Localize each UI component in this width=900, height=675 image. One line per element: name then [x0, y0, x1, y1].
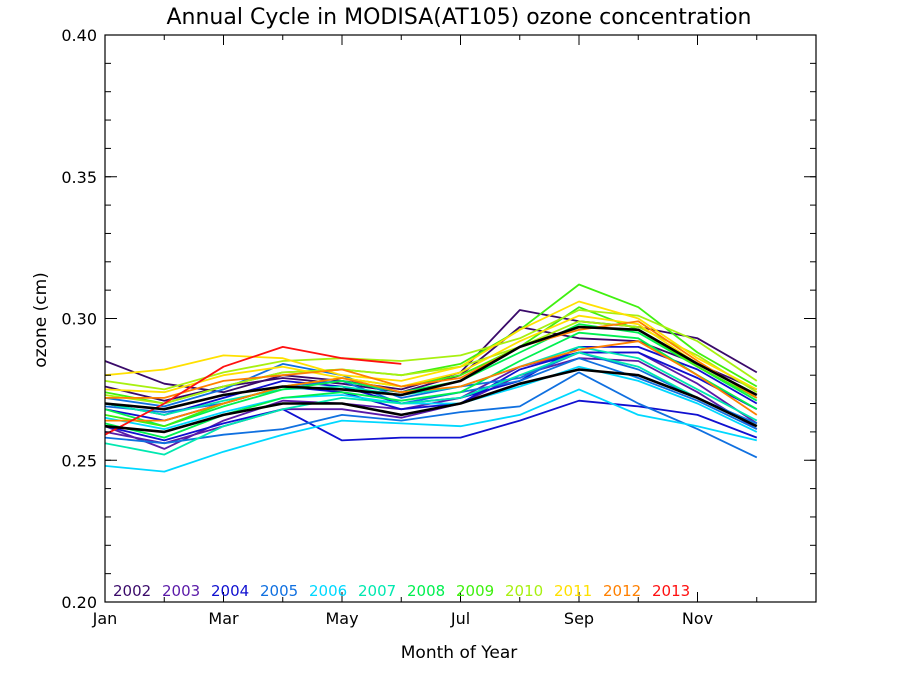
legend-entry-2009: 2009	[456, 582, 494, 600]
x-tick-label-Sep: Sep	[564, 609, 594, 628]
series-line-2012-23	[105, 340, 758, 422]
series-line-2003-3	[104, 357, 758, 445]
y-tick-label-0.20: 0.20	[61, 593, 97, 612]
series-line-mean-25	[104, 325, 758, 411]
series-line-2012-22	[105, 320, 758, 399]
y-tick-label-0.35: 0.35	[61, 168, 97, 187]
legend-entry-2007: 2007	[358, 582, 396, 600]
legend-entry-2012: 2012	[603, 582, 641, 600]
legend-entry-2010: 2010	[505, 582, 543, 600]
plot-frame	[104, 34, 817, 603]
series-line-2005-9	[104, 351, 758, 425]
legend-entry-2006: 2006	[309, 582, 347, 600]
legend: 2002 2003 2004 2005 2006 2007 2008 2009 2010 2011…	[113, 582, 690, 600]
legend-entry-2008: 2008	[407, 582, 445, 600]
x-tick-label-Jan: Jan	[92, 609, 118, 628]
legend-entry-2004: 2004	[211, 582, 249, 600]
y-tick-label-0.25: 0.25	[61, 451, 97, 470]
x-tick-label-Nov: Nov	[682, 609, 713, 628]
series-lines	[104, 283, 758, 473]
series-line-2006-10	[104, 388, 758, 473]
series-line-2007-13	[104, 346, 758, 422]
series-line-mean-26	[104, 368, 758, 434]
series-line-2008-15	[104, 323, 758, 428]
axis-ticks: Jan Mar May Jul Sep Nov 0.20 0.25 0.30 0.35 0.40	[61, 26, 816, 628]
y-axis-label: ozone (cm)	[31, 272, 51, 368]
x-tick-label-May: May	[325, 609, 358, 628]
series-line-2005-8	[104, 357, 758, 430]
series-line-2011-20	[104, 300, 758, 391]
series-line-2010-18	[104, 309, 758, 391]
y-tick-label-0.30: 0.30	[61, 310, 97, 329]
x-tick-label-Mar: Mar	[208, 609, 239, 628]
y-tick-label-0.40: 0.40	[61, 26, 97, 45]
legend-entry-2013: 2013	[652, 582, 690, 600]
x-tick-label-Jul: Jul	[450, 609, 470, 628]
series-line-2006-11	[104, 365, 758, 433]
legend-entry-2011: 2011	[554, 582, 592, 600]
series-line-2011-21	[104, 314, 758, 396]
series-line-2007-12	[104, 351, 758, 456]
series-line-2005-7	[104, 371, 758, 459]
legend-entry-2003: 2003	[162, 582, 200, 600]
x-axis-label: Month of Year	[401, 643, 517, 663]
chart-title: Annual Cycle in MODISA(AT105) ozone conc…	[166, 5, 751, 30]
legend-entry-2002: 2002	[113, 582, 151, 600]
legend-entry-2005: 2005	[260, 582, 298, 600]
